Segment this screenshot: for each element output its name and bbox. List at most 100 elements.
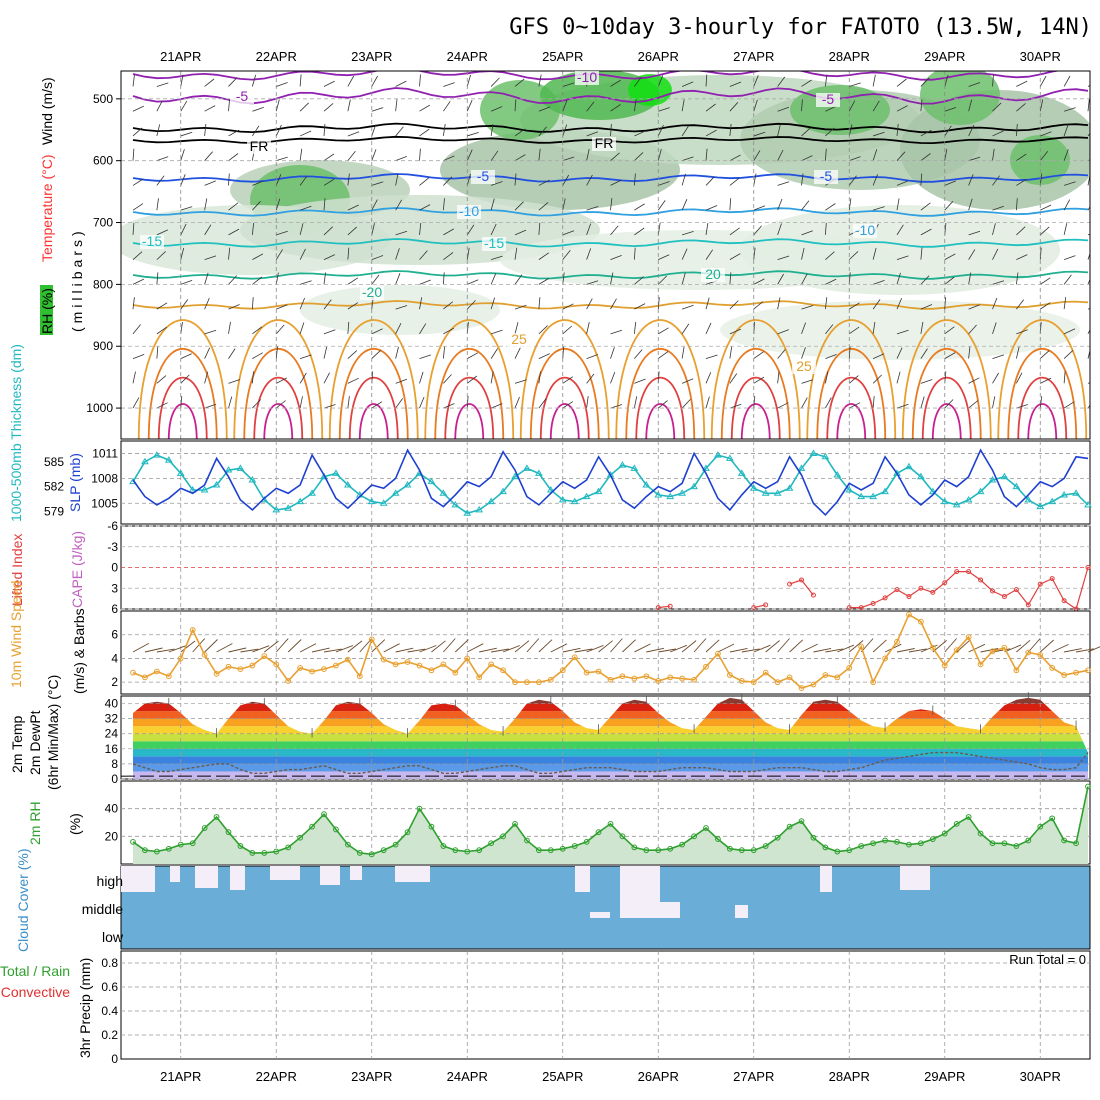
series-point (595, 829, 602, 836)
wind-barb (419, 297, 423, 310)
wind-barb (323, 299, 332, 310)
wind10-barb (287, 639, 302, 653)
wind-barb (514, 154, 526, 162)
wind10-barb (347, 640, 363, 653)
series-point (261, 850, 268, 856)
slp-ticks: 1011 1008 1005 585 582 579 (44, 446, 118, 518)
wind-barb (873, 206, 885, 211)
wind-barb (801, 127, 811, 137)
wind-barb (1016, 299, 1025, 310)
wind-barb (323, 272, 326, 285)
wind-barb (180, 280, 193, 285)
li-point (1049, 576, 1055, 582)
temperature-lobe (625, 347, 696, 439)
wind10-barb (491, 648, 509, 653)
wind-barb (633, 247, 636, 260)
series-point (499, 487, 507, 495)
wind-barb (538, 202, 549, 211)
wind-barb (872, 280, 885, 285)
wind-barb (514, 78, 525, 87)
wind-barb (252, 399, 261, 409)
wind-barb (347, 173, 350, 186)
series-point (321, 811, 327, 818)
clear-sky-gap (900, 866, 930, 890)
wind-barb (801, 347, 806, 359)
wind-barb (323, 254, 336, 261)
wind-barb (753, 396, 756, 409)
contour-label: -15 (484, 235, 504, 251)
series-point (858, 843, 865, 849)
wind-barb (538, 325, 548, 335)
wind-barb (132, 127, 143, 137)
wind-barb (1039, 151, 1049, 161)
li-point (966, 569, 972, 575)
series-point (440, 843, 447, 849)
temperature-lobe (157, 376, 208, 439)
series-point (834, 674, 841, 681)
wind-barb (466, 173, 471, 186)
series-point (834, 848, 841, 855)
wind-barb (514, 128, 526, 137)
wind10-barb (168, 645, 186, 653)
wind-barb (681, 248, 688, 260)
slp-tick-label: 1011 (92, 446, 118, 460)
wind10-barb (299, 643, 317, 653)
wind-barb (180, 149, 185, 161)
wind-barb (801, 99, 803, 112)
wind-barb (1016, 404, 1028, 409)
wind-barb (896, 371, 901, 384)
wind-barb (490, 106, 503, 112)
wind-barb (395, 346, 399, 359)
wind-barb (251, 222, 254, 235)
wind-barb (443, 252, 454, 260)
bottom-date-label: 22APR (256, 1069, 297, 1084)
series-point (929, 836, 936, 842)
wind-barb (896, 123, 899, 136)
wind-barb (156, 402, 168, 409)
slp-tick-label: 1008 (91, 471, 118, 485)
wind-barb (371, 199, 378, 211)
wind-barb (872, 374, 882, 384)
wind-barb (729, 81, 742, 87)
wind-barb (801, 155, 813, 162)
series-point (583, 669, 590, 676)
lifted-index-series (655, 565, 1091, 612)
wind-barb (896, 78, 907, 87)
series-point (534, 469, 543, 476)
wind-barb (610, 123, 612, 136)
series-point (786, 674, 793, 681)
wind-barb (204, 272, 209, 285)
wind-barb (251, 74, 257, 87)
series-point (607, 820, 614, 827)
wind-barb (920, 228, 932, 236)
temp-band (133, 756, 1088, 764)
wind-barb (992, 372, 999, 384)
temperature-lobe (253, 376, 304, 439)
clear-sky-gap (230, 866, 245, 890)
wind-barb (562, 82, 575, 87)
wind-barb (204, 198, 208, 211)
wind-barb (610, 198, 613, 211)
wind-barb (299, 175, 308, 186)
wind-barb (395, 173, 399, 186)
clear-sky-gap (620, 866, 660, 918)
wind10-barb (801, 643, 818, 653)
wind-barb (681, 304, 694, 310)
top-date-label: 23APR (351, 49, 392, 64)
series-point (200, 485, 209, 493)
series-point (750, 847, 757, 854)
wind-barb (132, 297, 135, 310)
wind-barb (801, 173, 804, 186)
wind10-barb (455, 639, 469, 653)
wind-barb (753, 376, 765, 384)
series-point (142, 674, 148, 681)
wind-barb (872, 321, 876, 334)
thickness-tick-label: 579 (44, 505, 64, 519)
wind-barb (1016, 226, 1026, 236)
wind-barb (1063, 297, 1067, 310)
series-point (738, 678, 745, 684)
series-point (798, 685, 805, 691)
wind-barb (848, 100, 856, 112)
temperature-lobe (806, 319, 897, 439)
upper-side-labels: RH (%) Temperature (°C) Wind (m/s) (mill… (39, 77, 85, 335)
